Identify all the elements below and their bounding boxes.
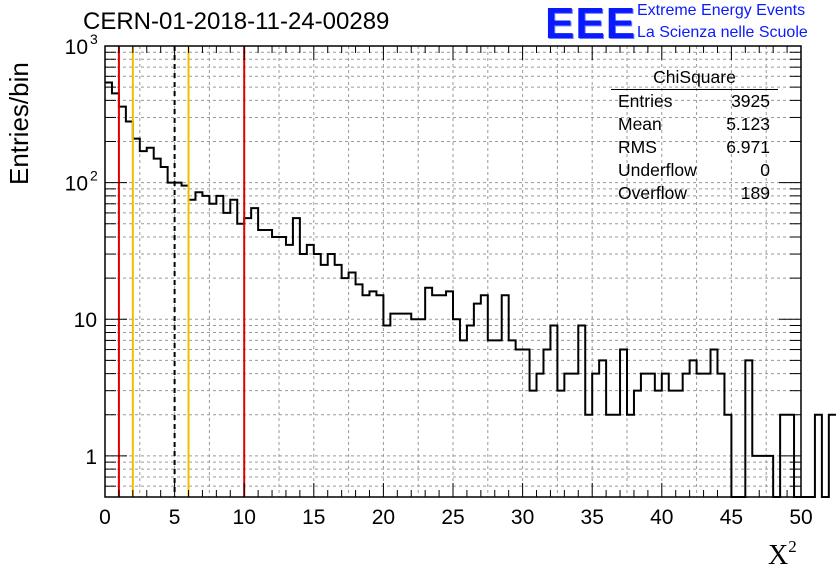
stats-label: Entries	[618, 91, 673, 111]
y-axis-label: Entries/bin	[4, 62, 34, 185]
eee-logo-line1: Extreme Energy Events	[637, 2, 806, 19]
eee-logo-line2: La Scienza nelle Scuole	[637, 24, 808, 41]
y-tick-label: 10	[65, 36, 88, 59]
x-tick-label: 40	[650, 506, 673, 529]
stats-title: ChiSquare	[611, 66, 778, 90]
x-tick-label: 45	[720, 506, 743, 529]
stats-value: 6.971	[726, 137, 770, 157]
x-tick-label: 10	[233, 506, 256, 529]
x-tick-label: 15	[302, 506, 325, 529]
x-axis-label-symbol: X	[768, 540, 789, 571]
stats-box: ChiSquare Entries 3925 Mean 5.123 RMS 6.…	[611, 66, 778, 205]
stats-value: 189	[740, 183, 770, 203]
stats-row-mean: Mean 5.123	[611, 113, 778, 136]
stats-value: 5.123	[726, 114, 770, 134]
x-tick-label: 5	[169, 506, 181, 529]
histogram-series	[105, 81, 836, 498]
stats-value: 0	[760, 160, 770, 180]
x-tick-label: 20	[372, 506, 395, 529]
x-tick-label: 35	[581, 506, 604, 529]
y-tick-label: 1	[85, 446, 97, 469]
stats-label: RMS	[618, 137, 657, 157]
x-axis-label-exponent: 2	[788, 537, 797, 556]
stats-label: Underflow	[618, 160, 697, 180]
x-axis-label: X2	[768, 537, 797, 572]
stats-row-entries: Entries 3925	[611, 90, 778, 113]
stats-label: Mean	[618, 114, 662, 134]
stats-row-underflow: Underflow 0	[611, 159, 778, 182]
x-tick-label: 25	[441, 506, 464, 529]
run-title: CERN-01-2018-11-24-00289	[83, 8, 390, 35]
y-tick-label: 10	[65, 173, 88, 196]
y-tick-label-exponent: 3	[90, 31, 98, 47]
x-tick-label: 30	[511, 506, 534, 529]
y-tick-label-exponent: 2	[90, 168, 98, 184]
x-tick-label: 0	[99, 506, 111, 529]
stats-row-rms: RMS 6.971	[611, 136, 778, 159]
stats-label: Overflow	[618, 183, 688, 203]
eee-logo-text: EEE	[545, 0, 637, 48]
stats-value: 3925	[731, 91, 770, 111]
x-tick-label: 50	[789, 506, 812, 529]
y-tick-label: 10	[74, 309, 97, 332]
stats-row-overflow: Overflow 189	[611, 182, 778, 205]
